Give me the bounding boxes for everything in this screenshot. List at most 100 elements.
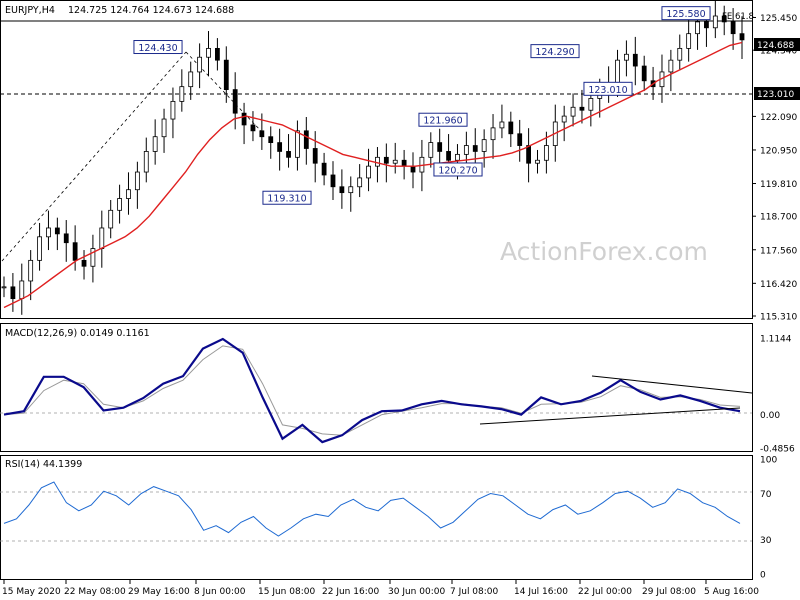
fe-label: FE 61.8 (722, 12, 754, 22)
candle-body (348, 186, 354, 194)
candle-body (446, 151, 451, 161)
candle-body (10, 286, 16, 300)
macd-panel-frame (0, 323, 753, 452)
candle-body (339, 186, 345, 194)
annotation-label: 124.290 (535, 47, 574, 58)
time-tick-label: 29 Jul 08:00 (642, 587, 696, 597)
candle-body (188, 71, 194, 88)
time-tick-label: 29 May 16:00 (128, 587, 190, 597)
candle-body (277, 142, 283, 152)
candle-body (63, 233, 69, 244)
time-tick-label: 5 Aug 16:00 (704, 587, 759, 597)
candle-body (126, 189, 131, 199)
candle-body (677, 47, 683, 61)
candle-body (259, 130, 265, 138)
ohlc-header: 124.725 124.764 124.673 124.688 (68, 5, 234, 16)
candle-body (437, 142, 443, 152)
candle-body (730, 21, 736, 35)
candle-body (19, 280, 25, 300)
candle-body (37, 236, 42, 261)
annotation-box (262, 190, 312, 205)
level-price-text: 123.010 (757, 90, 794, 100)
rsi-tick-label: 100 (760, 456, 777, 466)
candle-body (312, 148, 318, 164)
current-price-text: 124.688 (757, 41, 794, 51)
candle-body (90, 248, 96, 267)
candle-body (481, 139, 487, 152)
candle-body (686, 33, 692, 49)
candle-body (170, 100, 176, 120)
candle-body (108, 209, 114, 229)
rsi-panel-frame (0, 455, 753, 580)
annotation-box (133, 40, 183, 55)
candle-body (161, 118, 167, 138)
candle-body (268, 136, 274, 144)
annotation-box (433, 162, 483, 177)
candle-body (588, 98, 594, 111)
price-tick-label: 120.950 (760, 146, 797, 156)
annotation-label: 125.580 (666, 9, 705, 20)
candle-body (615, 59, 620, 85)
candle-body (401, 159, 407, 167)
annotation-box (661, 6, 711, 21)
time-tick-label: 22 Jul 00:00 (578, 587, 632, 597)
price-tick-label: 118.700 (760, 213, 797, 223)
price-annotations: 124.430 119.310 121.960 120.270 124.290 123.0… (133, 6, 711, 205)
candle-body (704, 21, 709, 29)
annotation-label: 124.430 (138, 43, 177, 54)
candle-body (668, 59, 674, 73)
candle-body (392, 159, 398, 164)
candle-body (499, 121, 505, 129)
price-tick-label: 122.090 (760, 113, 797, 123)
price-tick-label: 117.560 (760, 246, 797, 256)
candle-body (570, 106, 576, 117)
candle-body (1, 286, 7, 289)
candle-body (561, 115, 567, 123)
candle-body (232, 89, 238, 114)
rsi-tick-label: 70 (760, 490, 772, 500)
candle-body (303, 130, 309, 149)
candle-body (543, 145, 549, 161)
candle-body (526, 145, 532, 164)
candle-body (463, 145, 469, 155)
candle-body (410, 165, 416, 173)
time-tick-label: 14 Jul 16:00 (514, 587, 568, 597)
time-tick-label: 15 May 2020 (2, 587, 61, 597)
price-tick-label: 115.310 (760, 313, 797, 323)
time-tick-label: 22 Jun 16:00 (322, 587, 379, 597)
level-price-tag (754, 87, 800, 100)
candle-body (357, 177, 363, 188)
watermark: ActionForex.com (500, 237, 708, 266)
annotation-box (583, 81, 633, 96)
candle-body (721, 15, 727, 23)
macd-triangle-upper (591, 375, 753, 394)
rsi-line (3, 481, 741, 537)
candle-body (28, 259, 34, 282)
macd-tick-label: 1.1144 (760, 335, 792, 345)
time-tick-label: 15 Jun 08:00 (258, 587, 315, 597)
candle-body (223, 59, 229, 91)
candle-body (197, 56, 203, 73)
candle-body (632, 53, 638, 67)
candle-body (624, 53, 629, 61)
candle-body (81, 259, 87, 267)
annotation-box (418, 112, 468, 127)
candle-body (366, 165, 371, 179)
candle-body (99, 227, 105, 249)
candle-body (472, 145, 478, 152)
annotation-label: 121.960 (423, 116, 462, 127)
candle-body (72, 242, 78, 261)
price-axis: 125.450 124.340 122.090 120.950 119.810 118.7… (752, 14, 797, 323)
candle-body (286, 151, 291, 158)
candle-body (695, 21, 700, 35)
candle-body (739, 33, 745, 41)
macd-triangle-lower (479, 407, 741, 425)
candle-body (214, 47, 220, 61)
macd-main-line (3, 337, 741, 444)
candle-body (152, 136, 158, 152)
price-bars (1, 0, 745, 315)
time-tick-label: 22 May 08:00 (64, 587, 126, 597)
candle-body (54, 227, 60, 235)
candle-body (206, 47, 211, 58)
